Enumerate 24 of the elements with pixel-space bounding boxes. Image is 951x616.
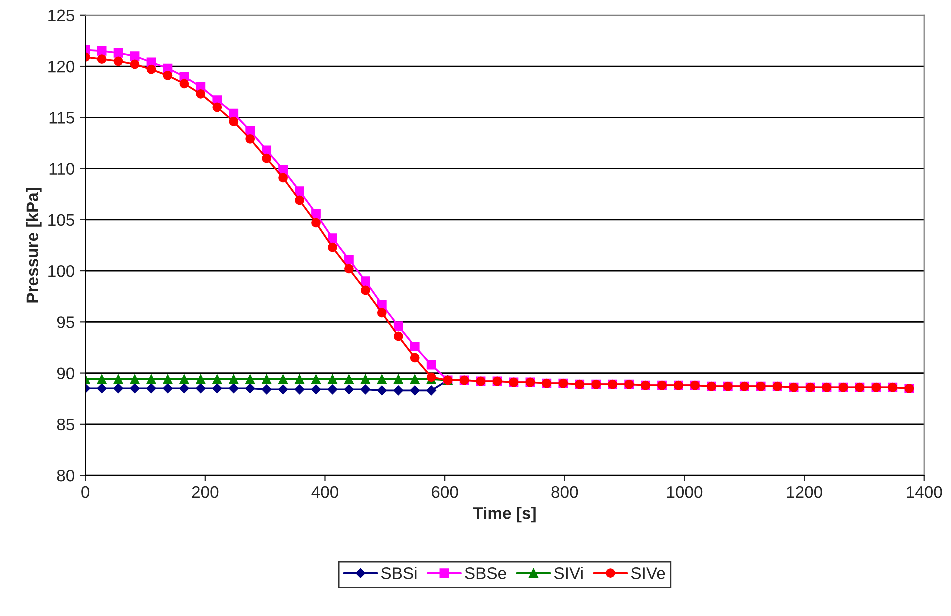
- y-tick-label: 115: [50, 112, 74, 124]
- y-tick-label: 80: [57, 470, 75, 482]
- y-tick-label: 120: [48, 60, 75, 73]
- x-tick-label: 0: [82, 486, 90, 498]
- x-tick-label: 200: [192, 486, 219, 498]
- y-tick-label: 100: [48, 265, 75, 278]
- x-tick-label: 1200: [787, 486, 822, 498]
- y-tick-label: 110: [50, 163, 75, 175]
- y-axis-title: Pressure [kPa]: [26, 188, 42, 303]
- x-tick-label: 600: [432, 486, 458, 498]
- legend-label: SBSe: [465, 568, 506, 580]
- legend-label: SIVe: [631, 568, 666, 580]
- y-tick-label: 95: [57, 316, 74, 328]
- legend-label: SBSi: [381, 567, 417, 580]
- legend-label: SIVi: [554, 567, 583, 580]
- y-tick-label: 125: [48, 10, 74, 22]
- x-tick-label: 400: [312, 486, 338, 498]
- x-tick-label: 800: [552, 486, 578, 498]
- y-tick-label: 85: [57, 418, 74, 431]
- x-tick-label: 1000: [667, 486, 703, 498]
- x-axis-title: Time [s]: [473, 507, 536, 523]
- y-tick-label: 105: [48, 214, 74, 226]
- x-tick-label: 1400: [907, 486, 942, 498]
- y-tick-label: 90: [57, 368, 75, 380]
